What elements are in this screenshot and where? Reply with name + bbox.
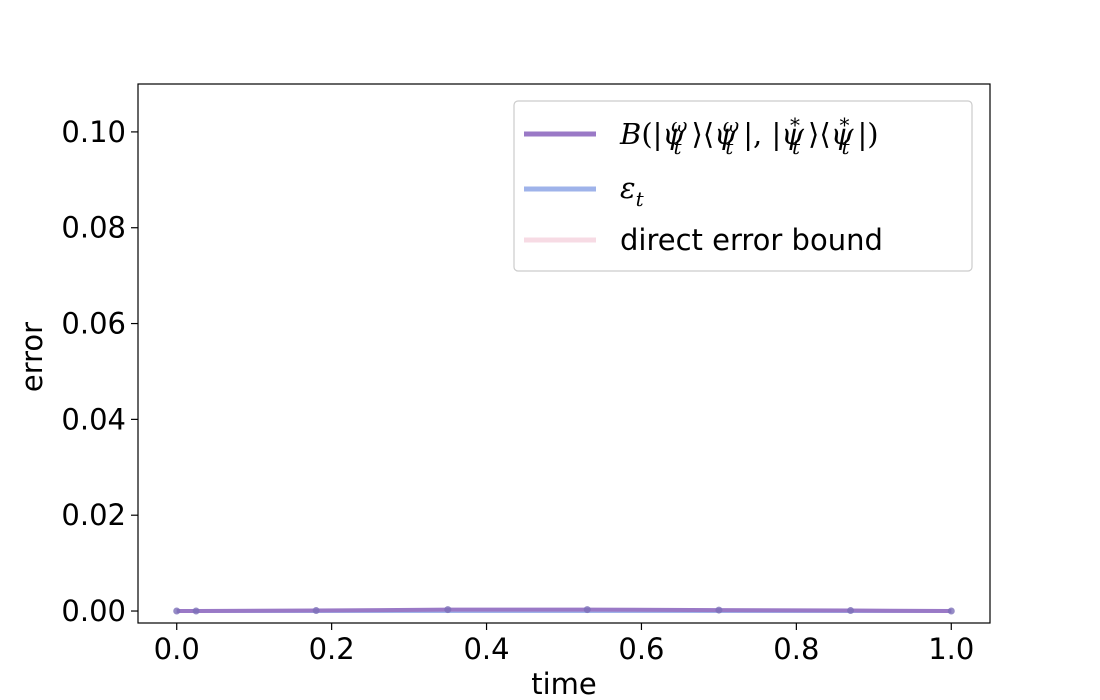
legend-label-epsilon: εt	[620, 171, 645, 211]
data-point	[312, 607, 320, 615]
x-tick-label: 0.6	[618, 632, 664, 666]
data-point	[583, 606, 591, 614]
data-point	[715, 606, 723, 614]
x-axis-label: time	[531, 667, 597, 700]
x-tick-label: 0.8	[773, 632, 819, 666]
y-tick-label: 0.08	[61, 211, 126, 245]
legend-label-bures: B(|ψω t ⟩⟨ψω t |, |ψ* t ⟩⟨ψ* t |)	[619, 113, 879, 159]
x-tick-label: 0.4	[463, 632, 509, 666]
ticks-layer: 0.0 0.2 0.4 0.6 0.8 1.0 0.00 0.02 0.04 0.06 0.08 0.…	[61, 115, 974, 666]
data-point	[847, 607, 855, 615]
legend-label-direct-bound: direct error bound	[620, 223, 883, 257]
x-tick-label: 0.2	[309, 632, 355, 666]
data-point	[947, 607, 955, 615]
y-tick-label: 0.04	[61, 402, 126, 436]
data-point	[444, 606, 452, 614]
series-line-0	[176, 607, 952, 614]
svg-text:B(|ψωt⟩⟨ψωt|, |ψ*t⟩⟨ψ*t|): B(|ψω t ⟩⟨ψω t |, |ψ* t ⟩⟨ψ* t |)	[619, 113, 879, 159]
y-axis-label: error	[15, 322, 49, 392]
x-tick-label: 1.0	[928, 632, 974, 666]
legend: B(|ψω t ⟩⟨ψω t |, |ψ* t ⟩⟨ψ* t |) εt direct erro…	[513, 100, 973, 272]
y-tick-label: 0.00	[61, 594, 126, 628]
data-point	[173, 607, 181, 615]
series-layer	[173, 606, 955, 615]
legend-box	[513, 100, 973, 272]
x-tick-label: 0.0	[154, 632, 200, 666]
svg-text:εt: εt	[620, 171, 645, 211]
y-tick-label: 0.10	[61, 115, 126, 149]
data-point	[192, 607, 200, 615]
y-tick-label: 0.06	[61, 307, 126, 341]
y-tick-label: 0.02	[61, 498, 126, 532]
